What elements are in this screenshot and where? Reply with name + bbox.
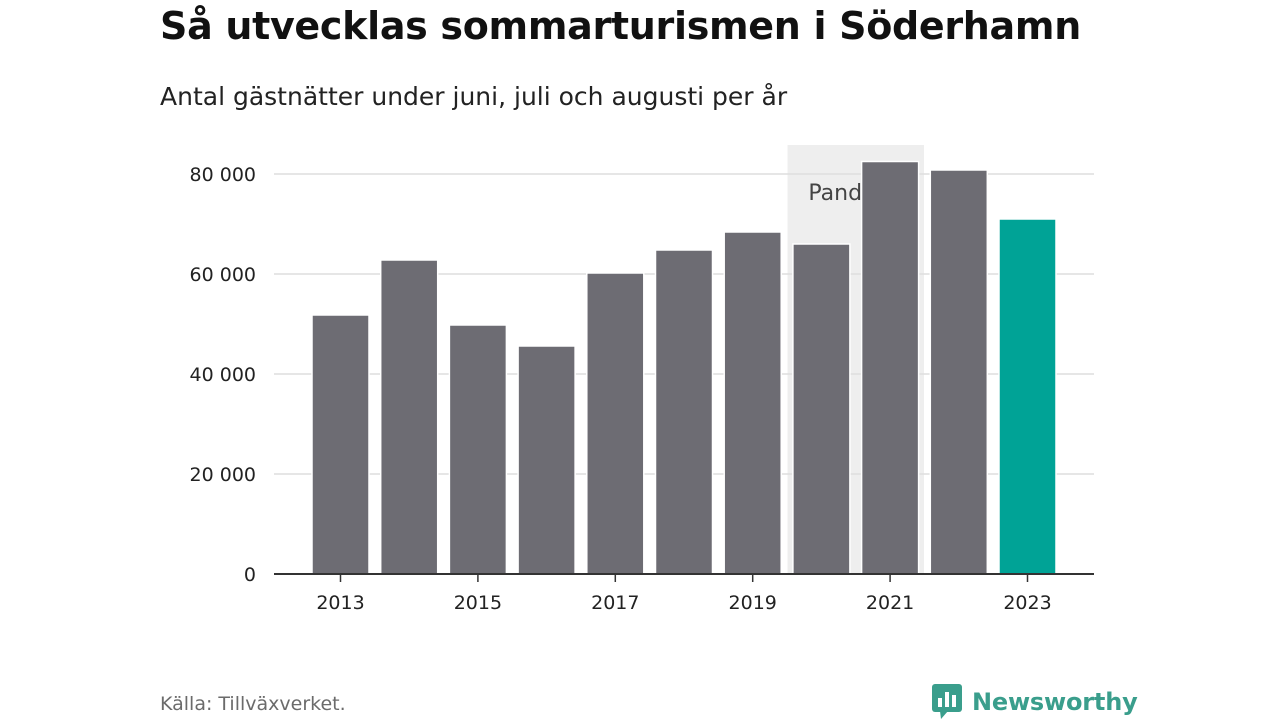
y-tick-label: 80 000 <box>190 164 256 186</box>
bar-2015 <box>448 324 508 575</box>
bar-2023 <box>998 218 1057 575</box>
y-tick-label: 20 000 <box>190 464 256 486</box>
x-tick-label: 2019 <box>729 592 777 614</box>
y-tick-label: 0 <box>244 564 256 586</box>
brand-name: Newsworthy <box>972 688 1138 716</box>
bar-2018 <box>654 249 714 575</box>
y-tick-label: 60 000 <box>190 264 256 286</box>
bar-2013 <box>311 314 370 575</box>
bar-2021 <box>860 160 920 575</box>
x-tick-label: 2021 <box>866 592 914 614</box>
bar-2022 <box>929 169 989 575</box>
bar-2014 <box>379 259 439 575</box>
x-tick-label: 2013 <box>316 592 364 614</box>
newsworthy-logo-icon <box>932 684 962 719</box>
bar-2016 <box>517 345 576 575</box>
bar-2019 <box>723 231 782 575</box>
bar-2017 <box>586 272 645 575</box>
chart-subtitle: Antal gästnätter under juni, juli och au… <box>160 82 788 111</box>
y-tick-label: 40 000 <box>190 364 256 386</box>
source-note: Källa: Tillväxverket. <box>160 693 346 715</box>
chart-title: Så utvecklas sommarturismen i Söderhamn <box>160 4 1081 48</box>
x-tick-label: 2015 <box>454 592 502 614</box>
x-tick-label: 2017 <box>591 592 639 614</box>
x-tick-label: 2023 <box>1003 592 1051 614</box>
bar-2020 <box>792 243 851 575</box>
brand-logo: Newsworthy <box>932 682 1138 722</box>
